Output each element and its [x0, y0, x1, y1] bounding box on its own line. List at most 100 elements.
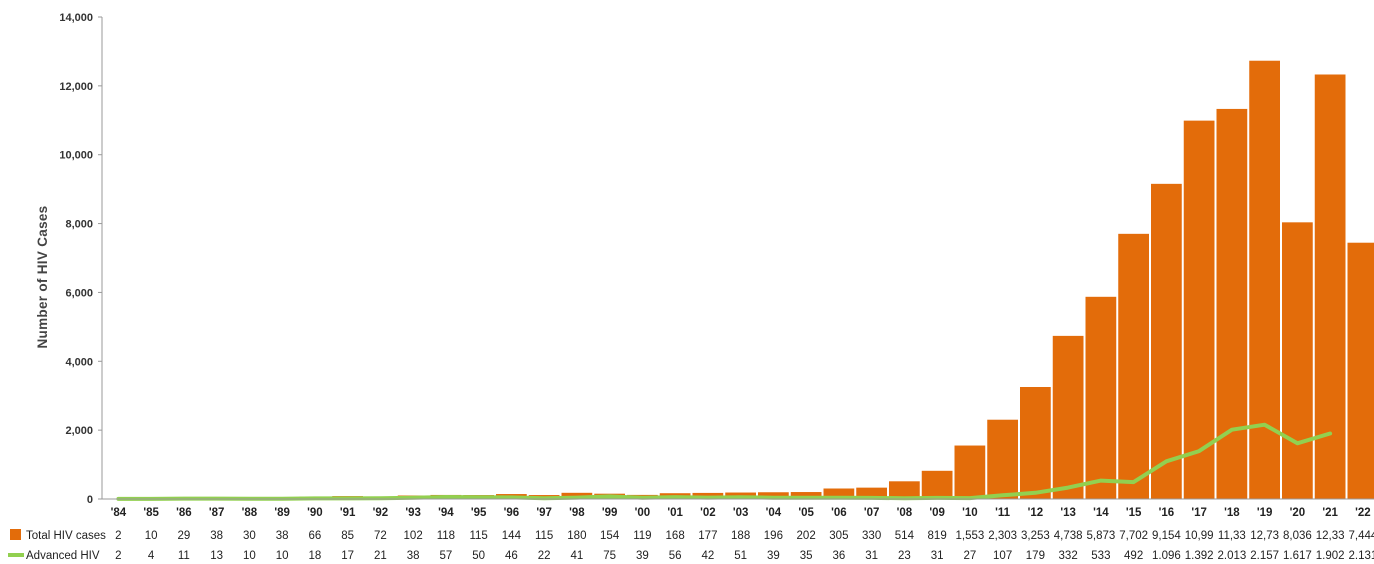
- x-tick-label: '08: [897, 507, 913, 519]
- y-tick-label: 10,000: [59, 150, 93, 162]
- bar: [790, 492, 822, 499]
- table-cell-total-hiv: 202: [797, 530, 816, 542]
- bar: [921, 470, 953, 499]
- table-cell-total-hiv: 177: [698, 530, 717, 542]
- x-tick-label: '87: [209, 507, 225, 519]
- table-cell-advanced-hiv: 1.096: [1152, 550, 1181, 562]
- table-cell-total-hiv: 7,444: [1348, 530, 1374, 542]
- table-cell-total-hiv: 5,873: [1086, 530, 1115, 542]
- table-cell-advanced-hiv: 18: [308, 550, 321, 562]
- table-cell-advanced-hiv: 42: [701, 550, 714, 562]
- x-tick-label: '12: [1028, 507, 1044, 519]
- table-cell-total-hiv: 3,253: [1021, 530, 1050, 542]
- bar: [1118, 233, 1149, 499]
- bar: [1314, 74, 1346, 499]
- x-tick-label: '03: [733, 507, 749, 519]
- legend-label-total-hiv: Total HIV cases: [26, 530, 106, 542]
- table-cell-advanced-hiv: 10: [243, 550, 256, 562]
- table-cell-total-hiv: 8,036: [1283, 530, 1312, 542]
- table-cell-advanced-hiv: 2.013: [1217, 550, 1246, 562]
- x-tick-label: '22: [1355, 507, 1371, 519]
- table-cell-advanced-hiv: 1.392: [1185, 550, 1214, 562]
- table-cell-total-hiv: 72: [374, 530, 387, 542]
- y-tick-label: 8,000: [65, 219, 93, 231]
- table-cell-total-hiv: 66: [308, 530, 321, 542]
- table-cell-total-hiv: 30: [243, 530, 256, 542]
- table-row-advanced-hiv: 2 4 11 13 10 10 18 17 21 38 57 50 46 22 41 75 39 56 42 51 39…: [115, 550, 1374, 562]
- bar-series-total-hiv: [103, 60, 1374, 500]
- table-cell-advanced-hiv: 23: [898, 550, 911, 562]
- bar: [954, 445, 986, 499]
- bar: [889, 481, 920, 499]
- table-cell-total-hiv: 115: [535, 530, 553, 542]
- x-tick-label: '91: [340, 507, 356, 519]
- x-tick-label: '98: [569, 507, 585, 519]
- x-tick-label: '20: [1290, 507, 1306, 519]
- table-cell-total-hiv: 330: [862, 530, 881, 542]
- x-tick-label: '97: [536, 507, 552, 519]
- table-cell-total-hiv: 118: [437, 530, 455, 542]
- y-tick-label: 14,000: [59, 12, 93, 24]
- x-tick-label: '86: [176, 507, 192, 519]
- x-tick-label: '06: [831, 507, 847, 519]
- table-cell-total-hiv: 514: [895, 530, 915, 542]
- bar: [1151, 183, 1182, 499]
- table-cell-total-hiv: 305: [829, 530, 848, 542]
- table-cell-total-hiv: 11,33: [1218, 530, 1246, 542]
- bar: [1249, 60, 1280, 500]
- table-cell-advanced-hiv: 13: [210, 550, 223, 562]
- x-tick-label: '90: [307, 507, 323, 519]
- x-tick-label: '96: [504, 507, 520, 519]
- table-cell-advanced-hiv: 492: [1124, 550, 1143, 562]
- table-cell-total-hiv: 12,33: [1316, 530, 1345, 542]
- table-cell-advanced-hiv: 75: [603, 550, 616, 562]
- x-tick-label: '15: [1126, 507, 1142, 519]
- table-cell-advanced-hiv: 1.902: [1316, 550, 1345, 562]
- table-cell-advanced-hiv: 11: [178, 550, 190, 562]
- table-cell-advanced-hiv: 57: [439, 550, 452, 562]
- table-cell-total-hiv: 85: [341, 530, 354, 542]
- table-cell-advanced-hiv: 533: [1091, 550, 1110, 562]
- x-tick-label: '89: [274, 507, 290, 519]
- bar: [1347, 242, 1374, 499]
- bar: [987, 419, 1018, 499]
- table-cell-total-hiv: 119: [633, 530, 651, 542]
- table-cell-advanced-hiv: 56: [669, 550, 682, 562]
- table-cell-advanced-hiv: 39: [636, 550, 649, 562]
- y-axis-label: Number of HIV Cases: [35, 206, 50, 349]
- x-tick-label: '21: [1322, 507, 1338, 519]
- x-tick-label: '16: [1159, 507, 1175, 519]
- table-cell-advanced-hiv: 107: [993, 550, 1012, 562]
- x-tick-label: '05: [798, 507, 814, 519]
- x-tick-label: '93: [405, 507, 421, 519]
- table-cell-total-hiv: 819: [928, 530, 947, 542]
- y-tick-label: 6,000: [65, 287, 93, 299]
- table-cell-advanced-hiv: 21: [374, 550, 387, 562]
- bar: [1282, 222, 1313, 499]
- x-tick-label: '09: [929, 507, 945, 519]
- x-tick-label: '01: [667, 507, 683, 519]
- table-cell-advanced-hiv: 38: [407, 550, 420, 562]
- y-tick-label: 12,000: [59, 81, 93, 93]
- table-cell-advanced-hiv: 31: [865, 550, 878, 562]
- legend-swatch-total-hiv: [10, 529, 21, 540]
- table-cell-total-hiv: 168: [666, 530, 685, 542]
- x-tick-label: '84: [111, 507, 127, 519]
- table-cell-total-hiv: 9,154: [1152, 530, 1181, 542]
- table-cell-advanced-hiv: 46: [505, 550, 518, 562]
- x-tick-label: '17: [1191, 507, 1207, 519]
- x-tick-label: '00: [635, 507, 651, 519]
- table-cell-total-hiv: 144: [502, 530, 522, 542]
- x-tick-label: '94: [438, 507, 454, 519]
- table-cell-total-hiv: 38: [210, 530, 223, 542]
- table-cell-total-hiv: 38: [276, 530, 289, 542]
- x-tick-label: '85: [143, 507, 159, 519]
- table-cell-total-hiv: 154: [600, 530, 620, 542]
- table-cell-advanced-hiv: 27: [963, 550, 976, 562]
- table-cell-total-hiv: 10: [145, 530, 158, 542]
- table-cell-advanced-hiv: 35: [800, 550, 813, 562]
- table-cell-total-hiv: 2: [115, 530, 121, 542]
- x-tick-label: '11: [995, 507, 1010, 519]
- x-axis-ticks: '84 '85 '86 '87 '88 '89 '90 '91 '92 '93 '94 '95 '96 '…: [111, 507, 1371, 519]
- table-cell-total-hiv: 102: [404, 530, 423, 542]
